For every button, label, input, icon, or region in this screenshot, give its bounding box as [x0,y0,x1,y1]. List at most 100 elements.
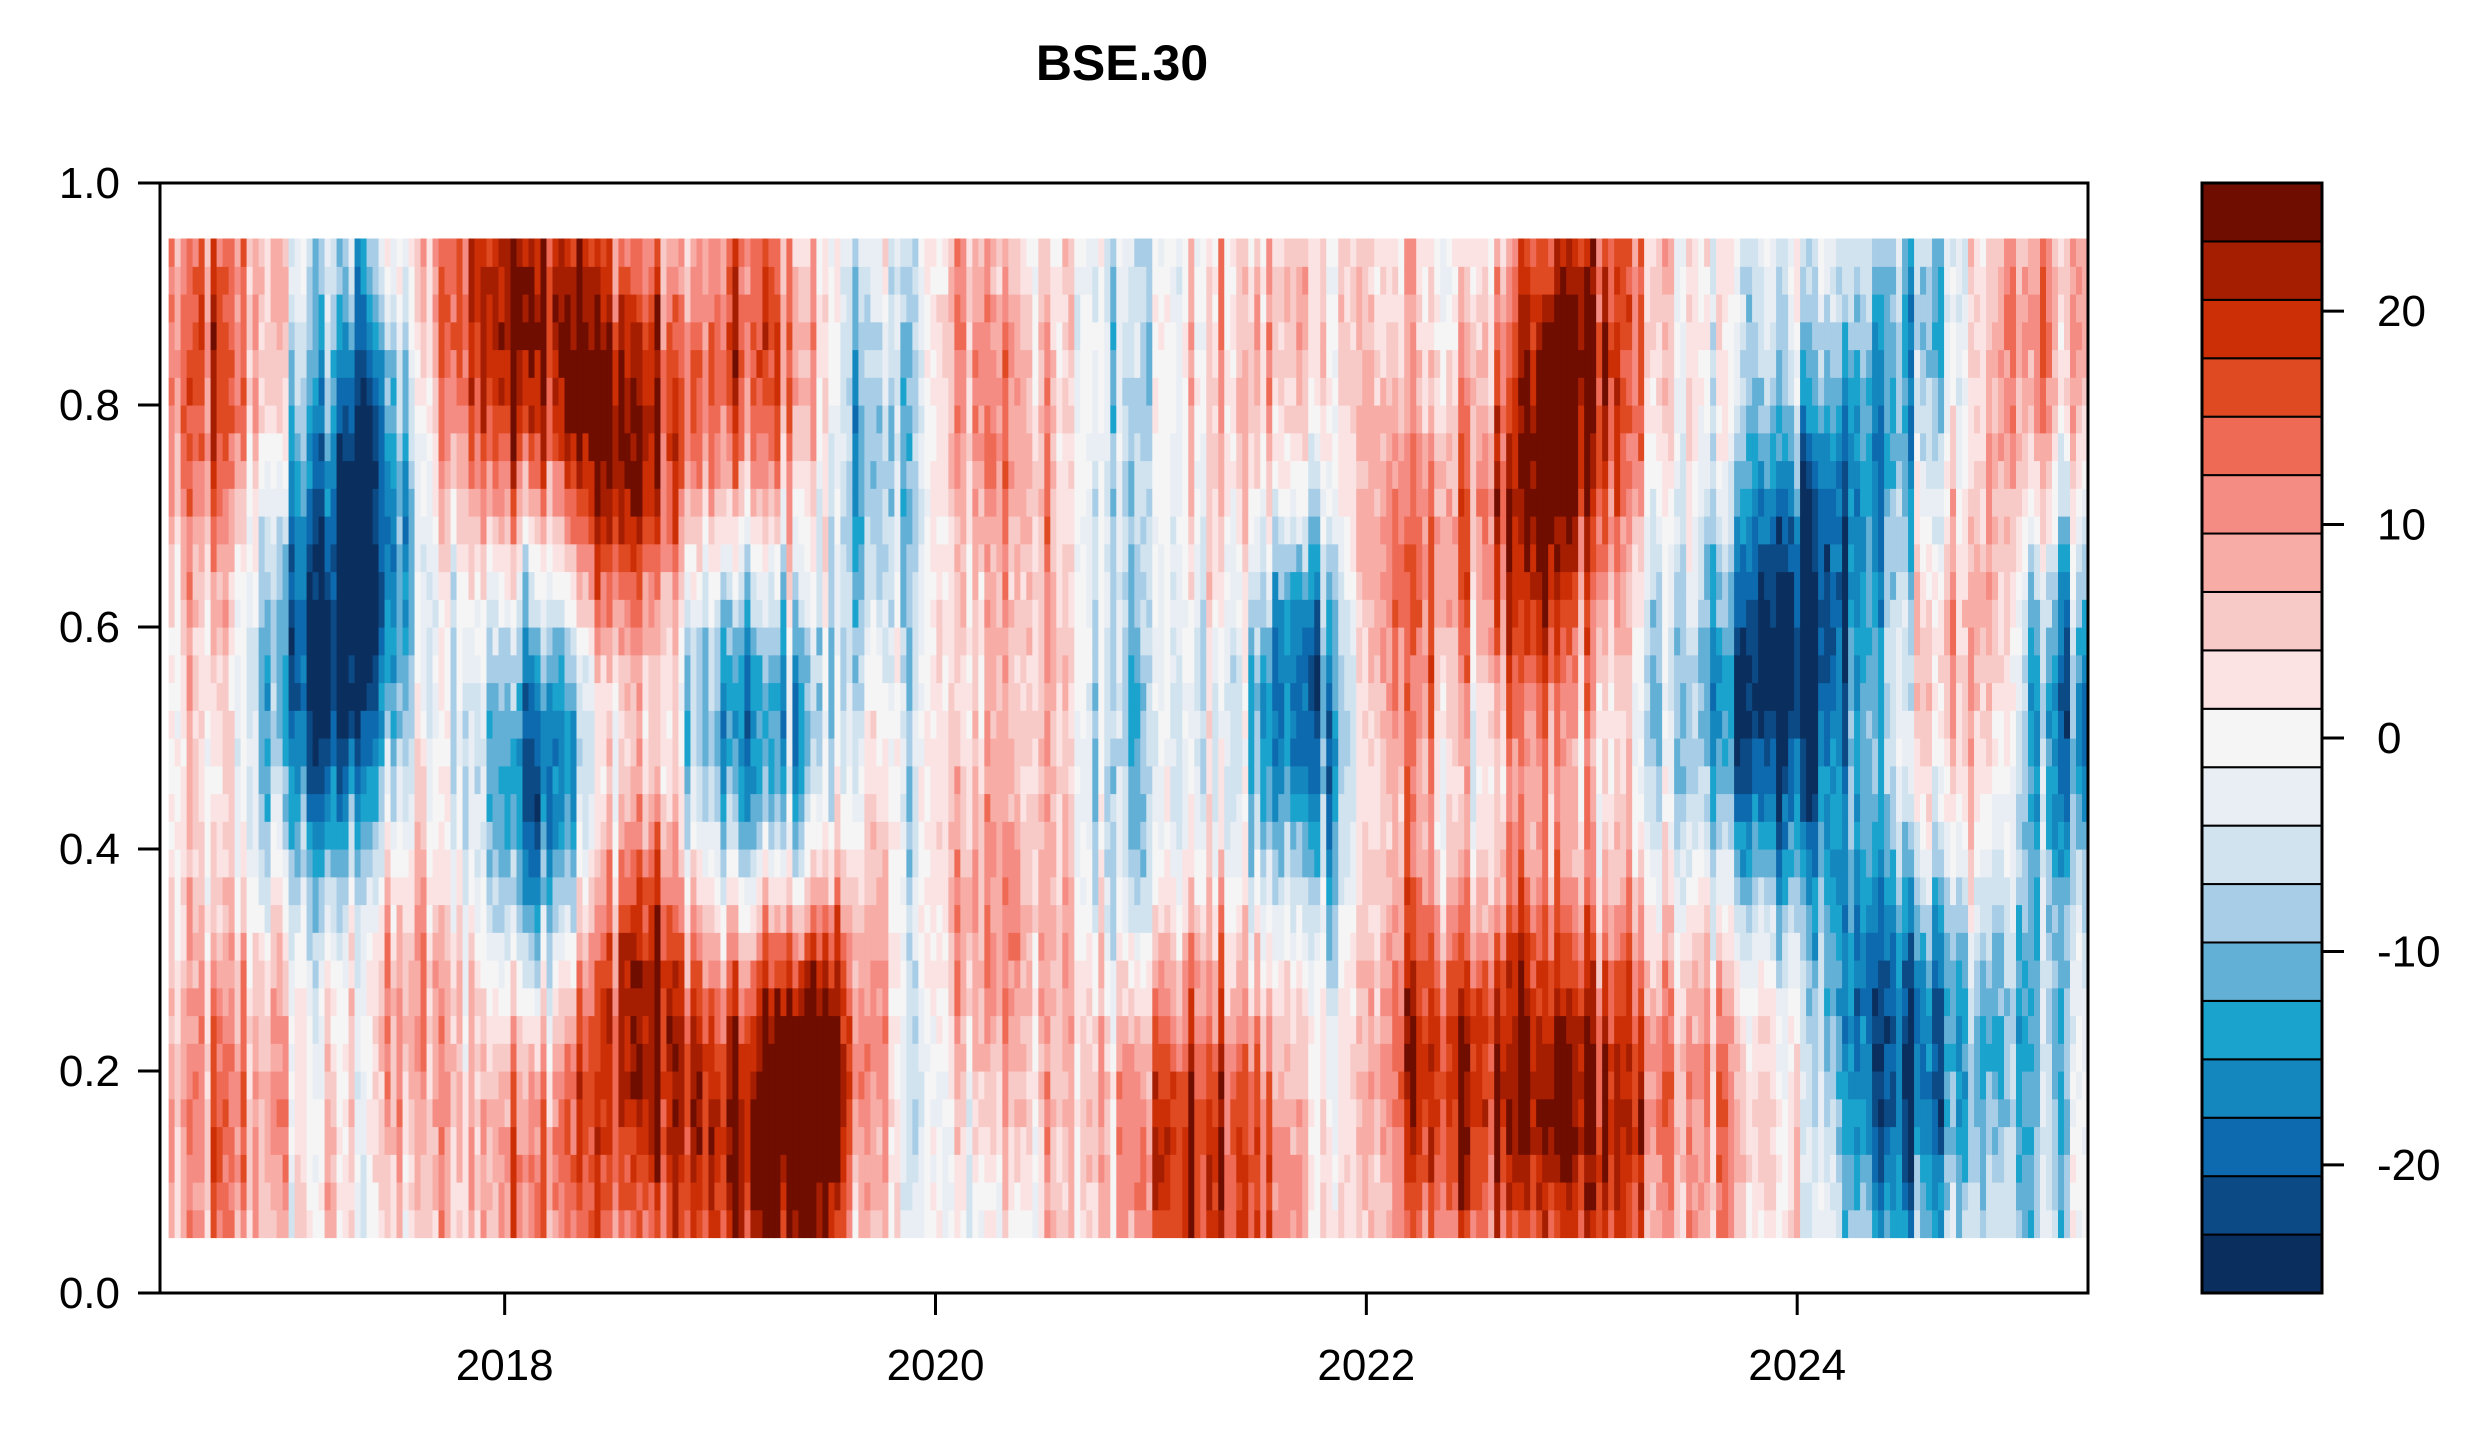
heat-cell [402,294,410,323]
heat-cell [630,599,638,628]
heat-cell [900,821,907,850]
heat-cell [630,932,638,961]
heat-cell [348,738,356,767]
heat-cell [672,266,680,295]
heat-cell [486,599,494,628]
heat-cell [534,849,542,878]
heat-cell [780,765,788,795]
heat-cell [390,932,398,961]
heat-cell [582,238,590,267]
heat-cell [978,960,985,989]
heat-cell [186,654,194,684]
heat-cell [222,432,230,462]
heat-cell [882,599,889,628]
heat-cell [432,849,440,878]
heat-cell [408,1154,416,1183]
heat-cell [384,738,392,767]
heat-cell [378,571,386,600]
heat-cell [846,738,853,767]
heat-cell [546,1126,554,1155]
heat-cell [972,765,979,795]
heat-cell [420,599,428,628]
heat-cell [930,599,937,628]
heat-cell [480,821,488,850]
heat-cell [846,432,853,462]
heat-cell [348,932,356,961]
heat-cell [456,543,464,573]
heat-cell [468,960,476,989]
heat-cell [348,793,356,822]
heat-cell [546,932,554,961]
heat-cell [450,1126,458,1155]
heat-cell [270,876,278,906]
heat-cell [528,405,536,434]
heat-cell [906,1154,913,1183]
heat-cell [198,654,206,684]
heat-cell [528,710,536,739]
heat-cell [360,710,368,739]
heat-cell [672,1182,680,1211]
heat-cell [780,1126,788,1155]
heat-cell [582,1071,590,1100]
heat-cell [552,1182,560,1211]
heat-cell [306,571,314,600]
heat-cell [354,682,362,711]
heat-cell [294,238,302,267]
heat-cell [936,1015,943,1044]
heat-cell [336,432,344,462]
heat-cell [732,627,740,656]
heat-cell [264,821,272,850]
heat-cell [504,765,512,795]
heat-cell [276,432,284,462]
heat-cell [564,627,572,656]
heat-cell [684,987,692,1017]
heat-cell [444,599,452,628]
heat-cell [990,1182,997,1211]
heat-cell [450,682,458,711]
heat-cell [432,1071,440,1100]
heat-cell [276,765,284,795]
heat-cell [948,571,955,600]
heat-cell [276,405,284,434]
heat-cell [420,266,428,295]
heat-cell [474,599,482,628]
heat-cell [708,599,716,628]
heat-cell [462,516,470,545]
heat-cell [264,710,272,739]
heat-cell [708,238,716,267]
heat-cell [918,294,925,323]
heat-cell [840,1182,847,1211]
heat-cell [180,405,188,434]
heat-cell [696,960,704,989]
heat-cell [366,932,374,961]
heat-cell [912,488,919,517]
heat-cell [198,1209,206,1239]
heat-cell [306,960,314,989]
heat-cell [654,599,662,628]
heat-cell [648,710,656,739]
heat-cell [906,349,913,378]
heat-cell [936,710,943,739]
heat-cell [702,377,710,406]
heat-cell [450,876,458,906]
heat-cell [528,627,536,656]
heat-cell [480,266,488,295]
heat-cell [312,682,320,711]
heat-cell [540,654,548,684]
heat-cell [996,543,1003,573]
heat-cell [990,405,997,434]
heat-cell [192,627,200,656]
heat-cell [924,765,931,795]
heat-cell [780,849,788,878]
heat-cell [768,738,776,767]
heat-cell [438,432,446,462]
heat-cell [744,1209,752,1239]
heat-cell [960,932,967,961]
heat-cell [648,849,656,878]
heat-cell [396,738,404,767]
heat-cell [612,543,620,573]
heat-cell [930,377,937,406]
heat-cell [642,349,650,378]
heat-cell [882,904,889,933]
heat-cell [402,488,410,517]
